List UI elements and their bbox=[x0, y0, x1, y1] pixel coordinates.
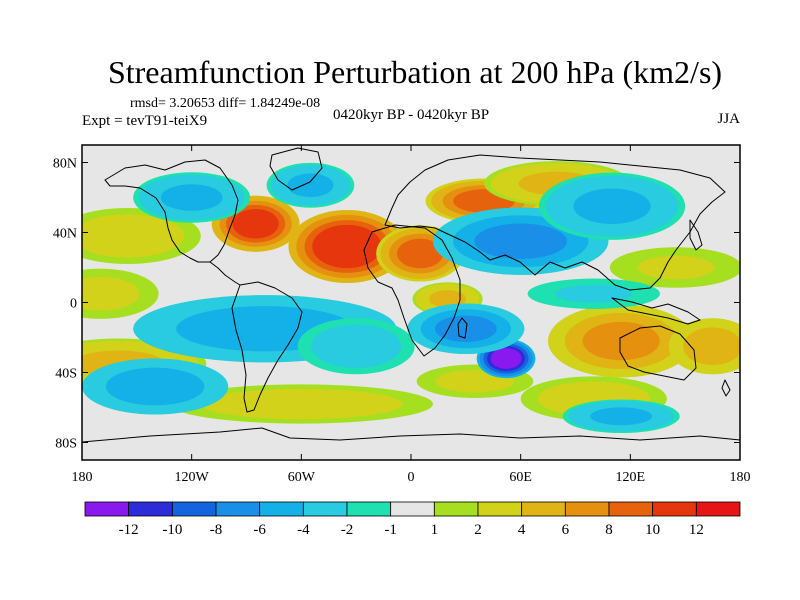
colorbar-box-12 bbox=[608, 501, 654, 517]
colorbar-box-1 bbox=[128, 501, 173, 517]
x-axis: 180 120W 60W 0 60E 120E 180 bbox=[72, 145, 751, 485]
anomaly-1-band-5 bbox=[312, 224, 382, 269]
colorbar-box-2 bbox=[171, 501, 217, 517]
colorbar-label-7: 1 bbox=[431, 522, 439, 538]
y-tick-label-0: 80N bbox=[53, 157, 77, 172]
anomaly-16 bbox=[266, 162, 355, 208]
colorbar-box-8 bbox=[433, 501, 479, 517]
coastlines bbox=[82, 147, 740, 443]
anomaly-23-band-2 bbox=[105, 367, 205, 406]
y-tick-label-2: 0 bbox=[70, 297, 77, 312]
x-tick-label-6: 180 bbox=[730, 470, 751, 485]
colorbar-label-6: -1 bbox=[384, 522, 397, 538]
colorbar-label-0: -12 bbox=[119, 522, 139, 538]
colorbar: -12 -10 -8 -6 -4 -2 -1 1 2 4 6 8 10 12 bbox=[84, 501, 741, 538]
coastline-eurasia bbox=[384, 154, 726, 291]
coastline-madagascar bbox=[457, 317, 468, 339]
x-tick-label-2: 60W bbox=[288, 470, 316, 485]
colorbar-box-0 bbox=[84, 501, 130, 517]
anomaly-21-band-6 bbox=[490, 348, 522, 369]
anomaly-2-band-4 bbox=[396, 238, 444, 269]
x-tick-label-5: 120E bbox=[616, 470, 646, 485]
colorbar-label-8: 2 bbox=[474, 522, 482, 538]
rmsd-line: rmsd= 3.20653 diff= 1.84249e-08 bbox=[130, 96, 320, 111]
anomaly-11 bbox=[169, 384, 433, 424]
anomaly-8 bbox=[668, 318, 740, 375]
colorbar-label-3: -6 bbox=[253, 522, 266, 538]
colorbar-label-13: 12 bbox=[689, 522, 704, 538]
chart-title: Streamfunction Perturbation at 200 hPa (… bbox=[108, 54, 722, 90]
colorbar-label-4: -4 bbox=[297, 522, 310, 538]
colorbar-box-3 bbox=[215, 501, 261, 517]
anomaly-6-band-1 bbox=[82, 276, 140, 311]
coastline-south-america bbox=[231, 281, 303, 413]
colorbar-label-5: -2 bbox=[341, 522, 354, 538]
anomaly-8-band-2 bbox=[683, 327, 740, 366]
coastline-japan bbox=[689, 219, 703, 251]
colorbar-box-6 bbox=[346, 501, 392, 517]
coastline-north-america bbox=[104, 159, 239, 263]
x-tick-label-4: 60E bbox=[509, 470, 532, 485]
coastline-indonesia bbox=[611, 297, 701, 325]
coastline-africa bbox=[363, 224, 461, 357]
colorbar-label-1: -10 bbox=[162, 522, 182, 538]
anomaly-18 bbox=[538, 172, 686, 240]
anomaly-16-band-2 bbox=[287, 173, 334, 198]
colorbar-box-11 bbox=[564, 501, 610, 517]
y-tick-label-3: 40S bbox=[55, 367, 77, 382]
anomaly-18-band-2 bbox=[573, 188, 651, 224]
anomaly-5 bbox=[82, 208, 201, 264]
colorbar-box-4 bbox=[259, 501, 304, 517]
anomaly-14-band-1 bbox=[637, 255, 715, 280]
x-tick-label-3: 0 bbox=[408, 470, 415, 485]
anomaly-0-band-5 bbox=[232, 208, 279, 239]
colorbar-box-14 bbox=[695, 501, 741, 517]
anomaly-6 bbox=[82, 268, 159, 319]
colorbar-box-5 bbox=[302, 501, 348, 517]
anomaly-5-band-1 bbox=[82, 214, 185, 258]
anomaly-23 bbox=[82, 358, 229, 415]
anomaly-1 bbox=[288, 210, 406, 283]
season-label: JJA bbox=[717, 111, 740, 127]
colorbar-label-10: 6 bbox=[562, 522, 570, 538]
anomaly-15 bbox=[133, 172, 251, 223]
colorbar-label-12: 10 bbox=[645, 522, 660, 538]
coastline-new-zealand bbox=[721, 379, 731, 397]
experiment-label: Expt = tevT91-teiX9 bbox=[82, 113, 207, 129]
colorbar-box-9 bbox=[477, 501, 523, 517]
anomaly-12-band-2 bbox=[429, 290, 467, 308]
colorbar-box-7 bbox=[390, 501, 435, 517]
anomaly-15-band-2 bbox=[160, 184, 223, 211]
anomaly-14 bbox=[609, 247, 740, 288]
y-tick-label-4: 80S bbox=[55, 437, 77, 452]
coastline-greenland bbox=[269, 147, 323, 191]
colorbar-box-13 bbox=[652, 501, 697, 517]
contour-field bbox=[82, 161, 740, 434]
anomaly-11-band-1 bbox=[199, 388, 403, 420]
anomaly-25 bbox=[562, 399, 680, 434]
coastline-central-america bbox=[209, 261, 241, 286]
map-area bbox=[82, 145, 740, 460]
colorbar-box-10 bbox=[521, 501, 566, 517]
anomaly-25-band-2 bbox=[590, 407, 653, 426]
anomaly-17 bbox=[432, 207, 609, 275]
colorbar-label-9: 4 bbox=[518, 522, 526, 538]
colorbar-label-11: 8 bbox=[605, 522, 613, 538]
colorbar-label-2: -8 bbox=[210, 522, 223, 538]
anomaly-20-band-1 bbox=[311, 324, 402, 368]
x-tick-label-0: 180 bbox=[72, 470, 93, 485]
coastline-antarctica bbox=[82, 427, 740, 443]
x-tick-label-1: 120W bbox=[175, 470, 210, 485]
anomaly-20 bbox=[297, 318, 415, 375]
y-axis: 80N 40N 0 40S 80S bbox=[53, 157, 740, 452]
period-label: 0420kyr BP - 0420kyr BP bbox=[333, 107, 489, 123]
anomaly-7-band-3 bbox=[582, 321, 660, 361]
anomaly-17-band-3 bbox=[474, 223, 567, 259]
coastline-australia bbox=[619, 325, 697, 381]
y-tick-label-1: 40N bbox=[53, 227, 77, 242]
